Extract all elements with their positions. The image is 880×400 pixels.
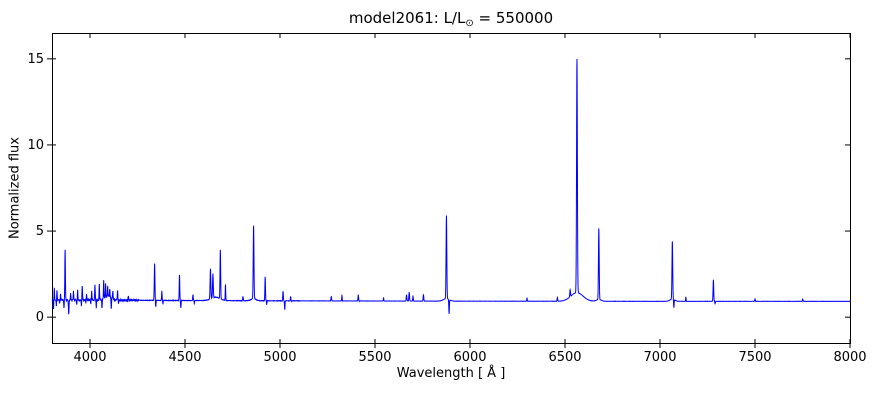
x-tick-label: 7500 — [738, 350, 771, 365]
chart-title: model2061: L/L⊙ = 550000 — [52, 9, 850, 29]
x-tick-label: 5500 — [358, 350, 391, 365]
x-axis-label: Wavelength [ Å ] — [396, 366, 506, 381]
y-tick-label: 0 — [36, 310, 44, 325]
x-tick-label: 6000 — [453, 350, 486, 365]
solar-symbol: ⊙ — [465, 18, 474, 29]
x-tick-label: 4000 — [73, 350, 106, 365]
x-tick-label: 8000 — [833, 350, 866, 365]
plot-frame — [52, 33, 851, 344]
y-tick-label: 10 — [27, 138, 44, 153]
y-axis-label: Normalized flux — [7, 137, 23, 239]
y-tick-label: 15 — [27, 52, 44, 67]
x-tick-label: 7000 — [643, 350, 676, 365]
chart-title-suffix: = 550000 — [473, 9, 554, 27]
x-tick-label: 6500 — [548, 350, 581, 365]
chart-title-prefix: model2061: L/L — [348, 9, 466, 27]
spectrum-line — [51, 58, 851, 315]
x-tick-label: 5000 — [263, 350, 296, 365]
y-tick-label: 5 — [36, 224, 44, 239]
x-tick-label: 4500 — [168, 350, 201, 365]
